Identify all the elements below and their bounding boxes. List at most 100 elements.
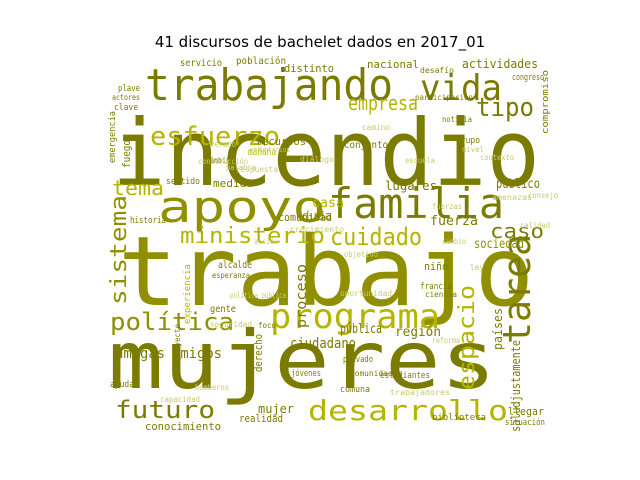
cloud-word: proyecto: [173, 324, 182, 360]
cloud-word: actividades: [462, 57, 538, 71]
cloud-word: recursos: [256, 135, 306, 148]
cloud-word: diálogo: [300, 155, 334, 164]
cloud-word: mujer: [258, 402, 294, 416]
cloud-word: comunidad: [278, 211, 332, 224]
cloud-word: compromiso: [541, 70, 551, 134]
cloud-word: voluntarios: [250, 146, 290, 154]
cloud-word: derecho: [252, 334, 265, 372]
cloud-word: actores: [112, 93, 140, 102]
cloud-word: niño: [424, 260, 448, 273]
cloud-word: francia: [420, 282, 452, 292]
cloud-word: ámbito: [210, 156, 234, 165]
cloud-word: medida: [213, 177, 253, 190]
cloud-word: situación: [505, 417, 545, 428]
cloud-word: incendio: [112, 100, 540, 207]
cloud-word: región: [395, 325, 441, 340]
cloud-word: desarrollo: [308, 394, 508, 427]
cloud-word: congreso: [512, 73, 544, 83]
cloud-word: empresa: [348, 91, 418, 115]
cloud-word: respuesta: [236, 165, 278, 174]
cloud-word: capacidad: [160, 395, 200, 404]
cloud-word: reforma: [432, 336, 460, 345]
chart-title: 41 discursos de bachelet dados en 2017_0…: [154, 33, 486, 51]
cloud-word: camino: [362, 123, 390, 132]
cloud-word: países: [491, 308, 505, 350]
cloud-word: crecimiento: [290, 225, 344, 234]
cloud-word: futuro: [115, 396, 215, 424]
cloud-word: verano: [210, 140, 236, 150]
cloud-word: caso: [490, 219, 544, 243]
cloud-word: ciencia: [425, 290, 457, 299]
cloud-word: población: [236, 55, 286, 67]
cloud-word: tipo: [476, 93, 534, 123]
cloud-word: familia: [328, 179, 504, 228]
cloud-word: casa: [312, 196, 344, 211]
cloud-word: privado: [343, 355, 373, 365]
cloud-word: emergencia: [108, 111, 118, 163]
cloud-word: cuidado: [330, 223, 422, 251]
cloud-word: amenazas: [492, 193, 532, 202]
cloud-word: programa: [270, 297, 440, 337]
cloud-word: apoyo: [158, 182, 326, 233]
cloud-word: experiencia: [183, 264, 193, 324]
cloud-word: distinto: [284, 62, 334, 75]
cloud-word: vida: [420, 68, 502, 109]
cloud-word: conocimiento: [145, 420, 221, 433]
cloud-word: foco: [258, 321, 276, 330]
cloud-word: llegar: [508, 405, 544, 418]
cloud-word: construcción: [198, 156, 248, 166]
cloud-word: gente: [210, 304, 236, 315]
cloud-word: escuela: [405, 156, 435, 165]
cloud-word: trabajadores: [390, 388, 450, 397]
cloud-word: fuego: [120, 140, 133, 168]
cloud-word: nacional: [367, 58, 419, 71]
cloud-word: ayuda: [110, 380, 134, 390]
cloud-word: sociedad: [474, 237, 524, 252]
cloud-word: plave: [118, 84, 140, 94]
cloud-word: alcalde: [218, 260, 252, 271]
cloud-word: esfuerzo: [150, 122, 280, 152]
cloud-word: participación: [415, 92, 473, 102]
cloud-word: ciudadano: [290, 336, 356, 352]
cloud-word: clave: [114, 103, 138, 113]
cloud-word: trabajo: [118, 216, 534, 328]
cloud-word: desafío: [420, 66, 454, 75]
cloud-word: historia: [130, 216, 166, 226]
cloud-word: tarea: [495, 234, 539, 344]
cloud-word: contexto: [480, 153, 514, 162]
cloud-word: sistema: [107, 195, 132, 305]
cloud-word: oportunidad: [340, 289, 392, 298]
cloud-word: nivel: [462, 145, 484, 154]
cloud-word: conjunto: [344, 140, 388, 151]
cloud-word: proceso: [294, 264, 310, 328]
cloud-word: esperanza: [212, 271, 250, 280]
cloud-word: público: [496, 177, 540, 192]
cloud-word: estudiantes: [380, 371, 430, 381]
cloud-word: trabajando: [145, 60, 393, 111]
cloud-word: acción: [254, 236, 278, 246]
cloud-word: objetivo: [344, 250, 378, 259]
cloud-word: amigos: [172, 346, 222, 362]
cloud-word: mañana: [248, 147, 276, 158]
cloud-word: comuna: [340, 385, 370, 395]
cloud-word: sentido: [166, 177, 200, 187]
cloud-word: palabra: [226, 163, 256, 172]
cloud-word: política: [110, 308, 234, 336]
cloud-word: bomberos: [195, 383, 229, 392]
cloud-word: cambio: [442, 237, 466, 246]
cloud-word: seguridad: [210, 320, 252, 329]
cloud-word: política pública: [230, 291, 286, 300]
cloud-word: lugares: [385, 179, 437, 193]
cloud-word: comunidades: [350, 369, 402, 378]
cloud-word: jóvenes: [291, 368, 321, 379]
cloud-word: grupo: [456, 136, 480, 146]
cloud-word: saludjustamente: [509, 340, 523, 432]
cloud-word: amigas: [115, 346, 165, 362]
cloud-word: biblioteca: [432, 413, 486, 423]
cloud-word: espacio: [455, 285, 480, 390]
cloud-word: pública: [340, 322, 382, 337]
cloud-word: tema: [112, 176, 164, 200]
cloud-word: servicio: [180, 58, 222, 69]
cloud-word: noticia: [442, 115, 472, 124]
